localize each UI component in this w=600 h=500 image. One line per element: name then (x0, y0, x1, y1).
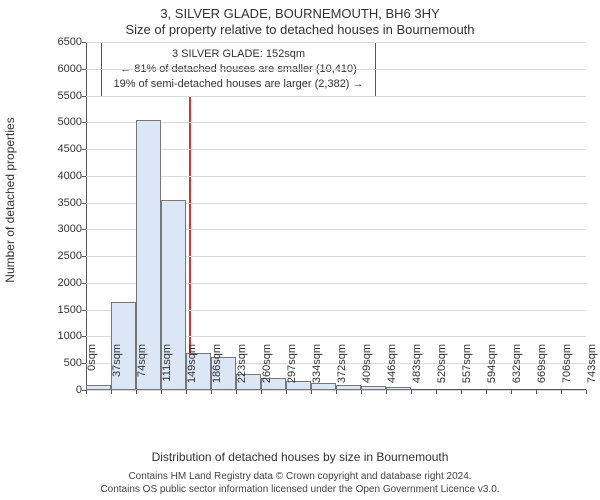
y-tick-label: 6000 (58, 63, 82, 75)
plot-area: 3 SILVER GLADE: 152sqm ← 81% of detached… (86, 42, 586, 390)
y-tick-label: 1000 (58, 330, 82, 342)
y-tick-label: 5000 (58, 116, 82, 128)
gridline (86, 42, 586, 43)
y-tick-label: 500 (64, 357, 82, 369)
x-tick-label: 669sqm (536, 344, 548, 394)
y-tick-mark (82, 256, 86, 257)
y-axis-line (86, 42, 87, 390)
y-tick-mark (82, 96, 86, 97)
gridline (86, 176, 586, 177)
x-tick-label: 334sqm (311, 344, 323, 394)
x-tick-label: 186sqm (211, 344, 223, 394)
title-line-1: 3, SILVER GLADE, BOURNEMOUTH, BH6 3HY (0, 6, 600, 22)
x-tick-label: 37sqm (111, 344, 123, 394)
y-axis-title: Number of detached properties (3, 117, 17, 282)
x-tick-label: 632sqm (511, 344, 523, 394)
y-tick-mark (82, 310, 86, 311)
x-tick-label: 446sqm (386, 344, 398, 394)
y-tick-label: 3500 (58, 197, 82, 209)
info-line-3: 19% of semi-detached houses are larger (… (110, 77, 367, 92)
x-tick-label: 0sqm (86, 344, 98, 394)
x-tick-label: 520sqm (436, 344, 448, 394)
x-tick-label: 557sqm (461, 344, 473, 394)
y-tick-mark (82, 229, 86, 230)
chart-title: 3, SILVER GLADE, BOURNEMOUTH, BH6 3HY Si… (0, 0, 600, 39)
x-tick-label: 409sqm (361, 344, 373, 394)
title-line-2: Size of property relative to detached ho… (0, 22, 600, 38)
footer: Contains HM Land Registry data © Crown c… (10, 471, 590, 496)
y-tick-mark (82, 149, 86, 150)
y-tick-label: 4500 (58, 143, 82, 155)
x-tick-label: 297sqm (286, 344, 298, 394)
x-tick-label: 111sqm (161, 344, 173, 394)
x-tick-label: 74sqm (136, 344, 148, 394)
y-tick-label: 2500 (58, 250, 82, 262)
info-line-1: 3 SILVER GLADE: 152sqm (110, 47, 367, 62)
x-tick-label: 372sqm (336, 344, 348, 394)
x-tick-label: 706sqm (561, 344, 573, 394)
y-tick-label: 2000 (58, 277, 82, 289)
y-tick-mark (82, 283, 86, 284)
x-tick-label: 594sqm (486, 344, 498, 394)
gridline (86, 96, 586, 97)
gridline (86, 149, 586, 150)
y-tick-mark (82, 336, 86, 337)
y-tick-mark (82, 42, 86, 43)
x-tick-label: 483sqm (411, 344, 423, 394)
chart-area: 3 SILVER GLADE: 152sqm ← 81% of detached… (50, 42, 590, 418)
y-tick-label: 1500 (58, 304, 82, 316)
gridline (86, 122, 586, 123)
y-tick-mark (82, 122, 86, 123)
y-tick-mark (82, 69, 86, 70)
footer-line-2: Contains OS public sector information li… (10, 484, 590, 497)
y-tick-label: 3000 (58, 223, 82, 235)
gridline (86, 69, 586, 70)
y-tick-label: 5500 (58, 90, 82, 102)
y-tick-mark (82, 203, 86, 204)
x-tick-label: 149sqm (186, 344, 198, 394)
y-tick-label: 6500 (58, 36, 82, 48)
y-tick-mark (82, 176, 86, 177)
y-tick-label: 4000 (58, 170, 82, 182)
x-tick-label: 223sqm (236, 344, 248, 394)
x-tick-label: 743sqm (586, 344, 598, 394)
x-tick-label: 260sqm (261, 344, 273, 394)
x-axis-title: Distribution of detached houses by size … (0, 450, 600, 464)
footer-line-1: Contains HM Land Registry data © Crown c… (10, 471, 590, 484)
